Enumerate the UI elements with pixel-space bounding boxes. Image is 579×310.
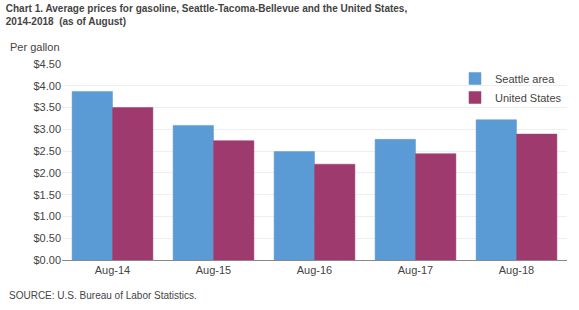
svg-text:SOURCE: U.S. Bureau of Labor S: SOURCE: U.S. Bureau of Labor Statistics.: [9, 290, 197, 301]
svg-text:Chart 1. Average prices for ga: Chart 1. Average prices for gasoline, Se…: [6, 3, 408, 27]
svg-text:$3.00: $3.00: [33, 123, 61, 135]
svg-text:Aug-18: Aug-18: [499, 264, 534, 276]
svg-text:Aug-16: Aug-16: [297, 264, 332, 276]
svg-text:$2.50: $2.50: [33, 145, 61, 157]
svg-text:$2.00: $2.00: [33, 167, 61, 179]
svg-text:$4.50: $4.50: [33, 58, 61, 70]
svg-text:Aug-14: Aug-14: [95, 264, 130, 276]
svg-text:$0.00: $0.00: [33, 254, 61, 266]
svg-text:$4.00: $4.00: [33, 80, 61, 92]
svg-text:Aug-15: Aug-15: [196, 264, 231, 276]
svg-text:$1.50: $1.50: [33, 189, 61, 201]
svg-text:$0.50: $0.50: [33, 232, 61, 244]
svg-text:Aug-17: Aug-17: [398, 264, 433, 276]
svg-text:Per gallon: Per gallon: [10, 41, 60, 53]
svg-text:United States: United States: [495, 92, 562, 104]
svg-text:$1.00: $1.00: [33, 210, 61, 222]
svg-text:Seattle area: Seattle area: [495, 73, 555, 85]
svg-text:$3.50: $3.50: [33, 101, 61, 113]
